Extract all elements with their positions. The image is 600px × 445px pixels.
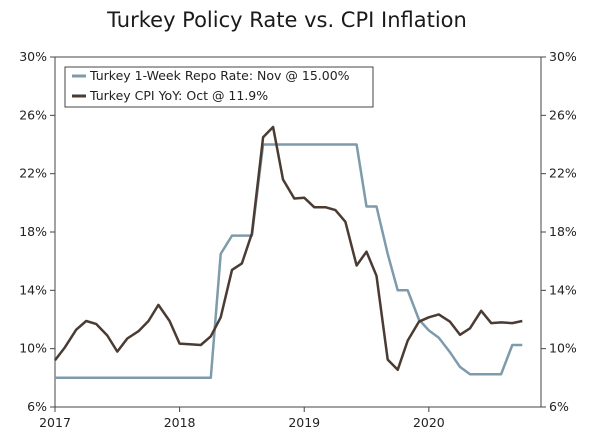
y-tick-label-right: 30% (549, 49, 577, 64)
y-tick-label-left: 18% (19, 224, 47, 239)
y-tick-label-left: 14% (19, 282, 47, 297)
y-tick-label-right: 18% (549, 224, 577, 239)
y-tick-label-left: 30% (19, 49, 47, 64)
y-tick-label-right: 22% (549, 166, 577, 181)
y-tick-label-right: 26% (549, 107, 577, 122)
chart-title: Turkey Policy Rate vs. CPI Inflation (106, 8, 467, 32)
x-tick-label: 2018 (164, 415, 196, 430)
y-tick-label-right: 10% (549, 341, 577, 356)
y-tick-label-right: 6% (549, 399, 569, 414)
legend-label-cpi: Turkey CPI YoY: Oct @ 11.9% (89, 88, 268, 103)
series-layer (54, 125, 523, 380)
series-line-cpi (54, 125, 523, 372)
y-axis-left: 6% 10% 14% 18% 22% 26% 30% (19, 49, 55, 414)
x-tick-label: 2019 (288, 415, 320, 430)
y-tick-label-left: 10% (19, 341, 47, 356)
x-tick-label: 2020 (413, 415, 445, 430)
x-axis: 2017 2018 2019 2020 (39, 407, 445, 430)
legend-label-repo-rate: Turkey 1-Week Repo Rate: Nov @ 15.00% (89, 68, 350, 83)
y-tick-label-left: 26% (19, 107, 47, 122)
x-tick-label: 2017 (39, 415, 71, 430)
legend: Turkey 1-Week Repo Rate: Nov @ 15.00% Tu… (64, 66, 374, 108)
series-line-repo-rate (55, 143, 523, 380)
plot-area (54, 56, 542, 408)
y-tick-label-left: 6% (27, 399, 47, 414)
y-tick-label-right: 14% (549, 282, 577, 297)
legend-box (64, 66, 374, 108)
y-axis-right: 6% 10% 14% 18% 22% 26% 30% (541, 49, 577, 414)
y-tick-label-left: 22% (19, 166, 47, 181)
